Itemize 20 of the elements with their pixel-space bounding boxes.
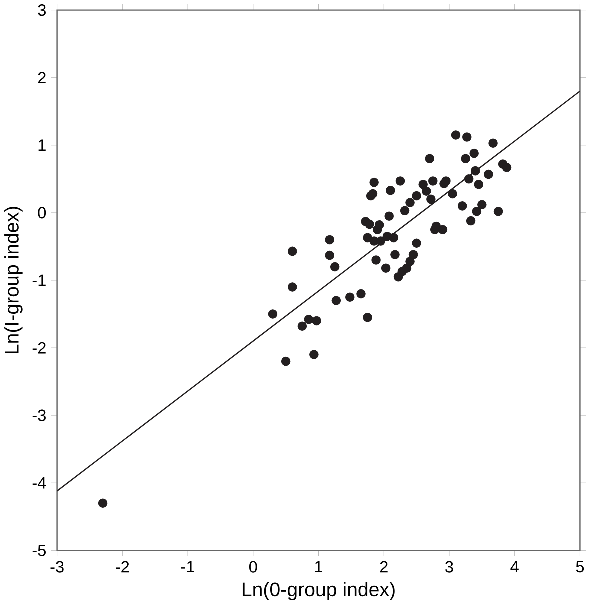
x-axis-title: Ln(0-group index): [242, 582, 395, 600]
y-tick-label: 0: [38, 207, 46, 219]
y-axis-title: Ln(I-group index): [4, 207, 23, 354]
x-tick-label: -2: [116, 561, 129, 573]
y-tick-label: 2: [38, 72, 46, 84]
x-tick-label: 2: [380, 561, 388, 573]
y-tick-label: 1: [38, 140, 46, 152]
y-tick-label: -1: [32, 274, 46, 286]
y-tick-label: -4: [32, 478, 46, 489]
y-tick-label: -3: [32, 410, 46, 422]
x-tick-label: -3: [50, 561, 64, 573]
x-tick-label: 1: [315, 561, 322, 573]
x-tick-label: 0: [249, 561, 258, 573]
y-tick-label: -2: [32, 342, 46, 354]
x-tick-label: 5: [576, 561, 584, 573]
x-tick-label: 3: [445, 561, 454, 573]
y-tick-label: -5: [32, 544, 46, 556]
y-tick-label: 3: [38, 4, 46, 16]
x-tick-label: 4: [510, 561, 519, 573]
x-tick-label: -1: [181, 561, 194, 573]
